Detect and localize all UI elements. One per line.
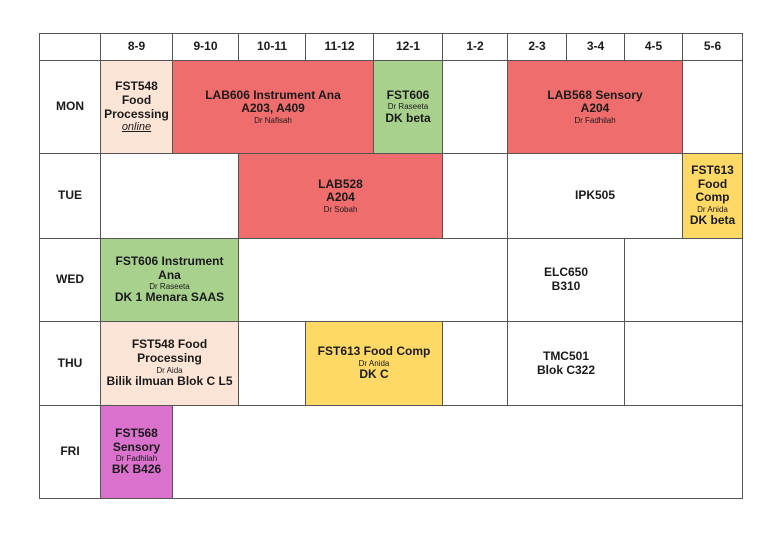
- room: DK beta: [689, 213, 736, 228]
- slot-header: 2-3: [507, 33, 567, 61]
- empty-cell: [238, 321, 306, 406]
- class-lab528-tue[interactable]: LAB528 A204 Dr Sobah: [238, 153, 443, 239]
- slot-header: 10-11: [238, 33, 306, 61]
- slot-header: 4-5: [624, 33, 683, 61]
- course-title: Sensory: [112, 439, 161, 454]
- lecturer: Dr Fadhilah: [574, 116, 616, 126]
- row-mon: MON FST548 Food Processing online LAB606…: [39, 60, 743, 154]
- course-code: TMC501: [542, 348, 589, 363]
- class-fst613-tue[interactable]: FST613 Food Comp Dr Anida DK beta: [682, 153, 743, 239]
- class-fst613-thu[interactable]: FST613 Food Comp Dr Anida DK C: [305, 321, 443, 406]
- lecturer: Dr Sobah: [323, 205, 358, 215]
- class-fst548-mon[interactable]: FST548 Food Processing online: [100, 60, 173, 154]
- class-fst606-mon[interactable]: FST606 Dr Raseeta DK beta: [373, 60, 443, 154]
- day-label: WED: [39, 238, 101, 322]
- slot-header: 12-1: [373, 33, 443, 61]
- course-title: FST548 Food: [131, 337, 208, 352]
- room: Blok C322: [536, 362, 596, 377]
- course-title: Processing: [137, 351, 202, 365]
- slot-header: 3-4: [566, 33, 625, 61]
- timetable: 8-9 9-10 10-11 11-12 12-1 1-2 2-3 3-4 4-…: [39, 33, 743, 499]
- day-label: FRI: [39, 405, 101, 499]
- empty-cell: [238, 238, 508, 322]
- course-title: Food: [121, 92, 152, 107]
- lecturer: Dr Raseeta: [149, 282, 190, 292]
- empty-cell: [172, 405, 743, 499]
- course-code: IPK505: [574, 188, 616, 203]
- course-title: Ana: [158, 267, 181, 282]
- course-code: FST606: [386, 87, 430, 102]
- lecturer: Dr Anida: [358, 358, 390, 368]
- course-title: FST606 Instrument: [115, 253, 224, 268]
- room: DK beta: [385, 110, 431, 125]
- class-tmc501-thu[interactable]: TMC501 Blok C322: [507, 321, 625, 406]
- room: A203, A409: [241, 101, 305, 116]
- empty-cell: [624, 321, 743, 406]
- empty-cell: [624, 238, 743, 322]
- room: DK C: [359, 367, 389, 382]
- class-fst548-thu[interactable]: FST548 Food Processing Dr Aida Bilik ilm…: [100, 321, 239, 406]
- row-tue: TUE LAB528 A204 Dr Sobah IPK505 FST613 F…: [39, 153, 743, 239]
- course-title: Comp: [695, 190, 730, 205]
- lecturer: Dr Aida: [156, 365, 183, 375]
- course-title: Food: [697, 176, 728, 191]
- course-title: FST613 Food Comp: [317, 344, 431, 359]
- course-title: LAB568 Sensory: [547, 87, 643, 102]
- class-ipk505-tue[interactable]: IPK505: [507, 153, 683, 239]
- corner-cell: [39, 33, 101, 61]
- room: A204: [580, 101, 610, 116]
- course-code: FST548: [115, 78, 158, 93]
- empty-cell: [100, 153, 239, 239]
- slot-header: 8-9: [100, 33, 173, 61]
- course-code: LAB528: [318, 176, 363, 191]
- class-lab606-mon[interactable]: LAB606 Instrument Ana A203, A409 Dr Nafi…: [172, 60, 374, 154]
- course-title: Processing: [104, 106, 169, 121]
- class-elc650-wed[interactable]: ELC650 B310: [507, 238, 625, 322]
- lecturer: Dr Nafisah: [254, 116, 292, 126]
- lecturer: Dr Fadhilah: [115, 454, 158, 464]
- lecturer: Dr Anida: [697, 205, 728, 215]
- course-code: FST568: [115, 425, 158, 440]
- row-wed: WED FST606 Instrument Ana Dr Raseeta DK …: [39, 238, 743, 322]
- slot-header: 5-6: [682, 33, 743, 61]
- class-fst606-wed[interactable]: FST606 Instrument Ana Dr Raseeta DK 1 Me…: [100, 238, 239, 322]
- course-title: LAB606 Instrument Ana: [205, 87, 341, 102]
- day-label: MON: [39, 60, 101, 154]
- slot-header: 1-2: [442, 33, 508, 61]
- empty-cell: [682, 60, 743, 154]
- day-label: THU: [39, 321, 101, 406]
- empty-cell: [442, 321, 508, 406]
- room: Bilik ilmuan Blok C L5: [106, 373, 233, 388]
- empty-cell: [442, 60, 508, 154]
- lecturer: Dr Raseeta: [387, 102, 429, 112]
- class-fst568-fri[interactable]: FST568 Sensory Dr Fadhilah BK B426: [100, 405, 173, 499]
- row-thu: THU FST548 Food Processing Dr Aida Bilik…: [39, 321, 743, 406]
- course-code: ELC650: [543, 265, 589, 280]
- room: DK 1 Menara SAAS: [114, 290, 225, 305]
- course-code: FST613: [691, 162, 734, 177]
- row-fri: FRI FST568 Sensory Dr Fadhilah BK B426: [39, 405, 743, 499]
- class-lab568-mon[interactable]: LAB568 Sensory A204 Dr Fadhilah: [507, 60, 683, 154]
- room: B310: [551, 279, 581, 293]
- day-label: TUE: [39, 153, 101, 239]
- header-row: 8-9 9-10 10-11 11-12 12-1 1-2 2-3 3-4 4-…: [39, 33, 743, 61]
- room: BK B426: [111, 462, 162, 477]
- slot-header: 9-10: [172, 33, 239, 61]
- room: A204: [326, 190, 355, 205]
- empty-cell: [442, 153, 508, 239]
- slot-header: 11-12: [305, 33, 374, 61]
- online-note: online: [121, 121, 152, 134]
